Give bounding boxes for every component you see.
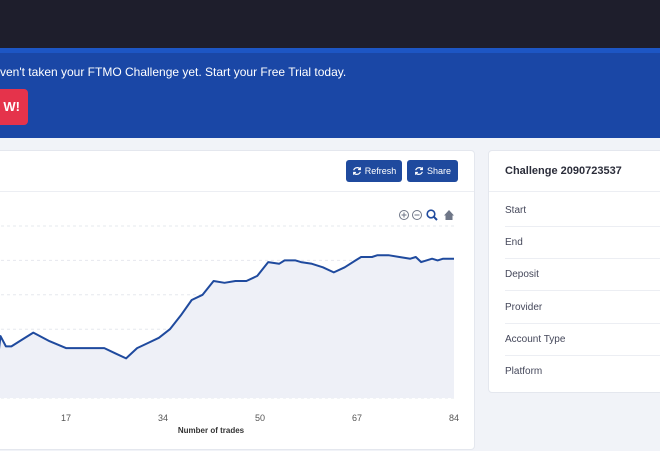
info-row-label: Platform: [505, 366, 542, 377]
zoom-out-icon[interactable]: [413, 211, 422, 220]
start-trial-button[interactable]: W!: [0, 89, 28, 125]
equity-chart[interactable]: 17 34 50 67 84 Number of trades: [0, 151, 476, 451]
info-row-start: Start: [505, 195, 660, 227]
zoom-select-icon[interactable]: [427, 210, 437, 220]
info-row-deposit: Deposit: [505, 259, 660, 291]
x-tick-label: 34: [158, 413, 168, 423]
x-tick-label: 84: [449, 413, 459, 423]
banner-message: ven't taken your FTMO Challenge yet. Sta…: [0, 65, 346, 79]
info-row-platform: Platform: [505, 356, 660, 388]
x-tick-label: 67: [352, 413, 362, 423]
info-row-end: End: [505, 227, 660, 259]
trial-banner: ven't taken your FTMO Challenge yet. Sta…: [0, 48, 660, 138]
info-row-label: End: [505, 237, 523, 248]
home-icon[interactable]: [444, 210, 454, 220]
divider: [489, 191, 660, 192]
info-row-label: Start: [505, 205, 526, 216]
x-tick-label: 50: [255, 413, 265, 423]
challenge-title: Challenge 2090723537: [505, 165, 622, 177]
info-row-label: Provider: [505, 302, 542, 313]
chart-toolbar: [400, 210, 455, 220]
zoom-in-icon[interactable]: [400, 211, 409, 220]
info-row-account-type: Account Type: [505, 324, 660, 356]
info-row-label: Account Type: [505, 334, 565, 345]
info-row-label: Deposit: [505, 269, 539, 280]
x-axis-label: Number of trades: [178, 426, 245, 435]
x-axis-ticks: 17 34 50 67 84: [61, 413, 459, 423]
challenge-info-panel: Challenge 2090723537 Start End Deposit P…: [488, 150, 660, 393]
info-row-provider: Provider: [505, 292, 660, 324]
top-navigation-bar: [0, 0, 660, 48]
chart-area-fill: [0, 255, 454, 398]
x-tick-label: 17: [61, 413, 71, 423]
